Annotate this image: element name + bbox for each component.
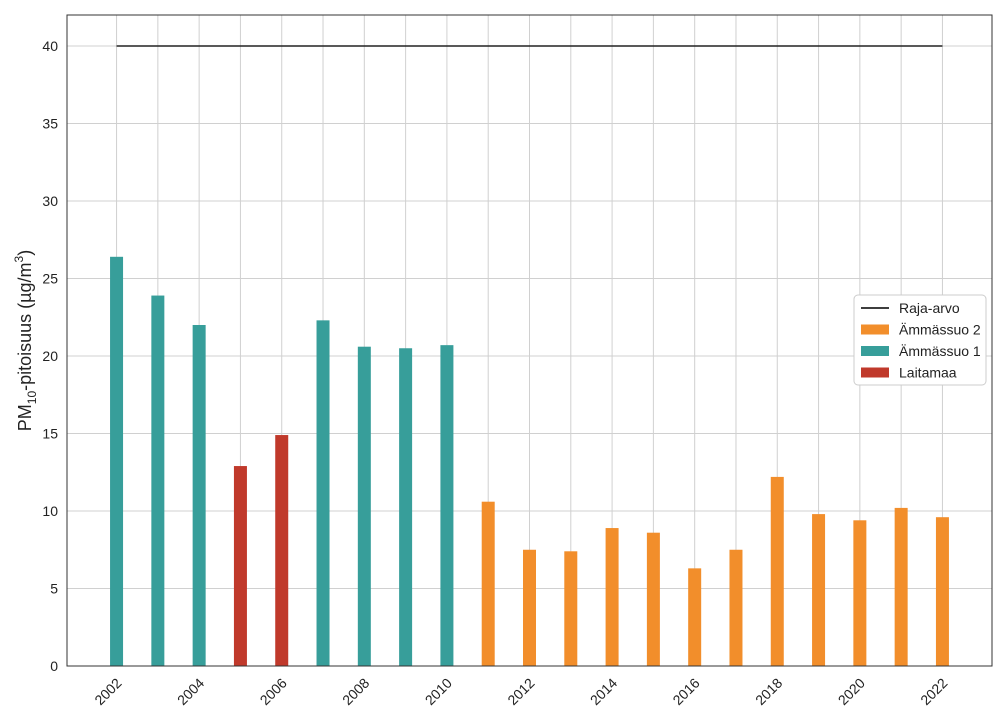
bar	[729, 549, 743, 666]
y-tick-label: 20	[42, 348, 58, 364]
y-tick-label: 0	[50, 658, 58, 674]
y-tick-label: 25	[42, 271, 58, 287]
legend-label: Ämmässuo 1	[899, 343, 981, 359]
y-axis-label-part: 3	[12, 255, 26, 262]
legend-swatch	[861, 346, 889, 356]
bar	[935, 517, 949, 666]
bar	[275, 435, 289, 666]
bar	[564, 551, 578, 666]
x-tick-label: 2022	[917, 675, 950, 708]
x-tick-label: 2002	[91, 675, 124, 708]
x-tick-label: 2016	[669, 675, 702, 708]
y-axis-label-part: PM	[15, 404, 35, 431]
bar	[523, 549, 536, 666]
y-axis-label-part: 10	[25, 391, 39, 405]
x-tick-label: 2010	[422, 675, 455, 708]
legend: Raja-arvo Ämmässuo 2 Ämmässuo 1 Laitamaa	[853, 294, 987, 386]
legend-swatch	[861, 367, 889, 378]
bar	[110, 256, 124, 666]
bar	[812, 514, 826, 666]
x-tick-label: 2012	[504, 675, 537, 708]
y-axis-label: PM10-pitoisuus (µg/m3)	[12, 250, 39, 431]
bar	[894, 507, 908, 666]
y-tick-label: 10	[42, 503, 58, 519]
y-tick-label: 15	[42, 426, 58, 442]
legend-box	[853, 294, 987, 386]
plot-frame	[66, 14, 993, 667]
y-tick-label: 40	[42, 38, 58, 54]
bar	[192, 325, 206, 666]
x-tick-label: 2004	[174, 675, 207, 708]
bar	[646, 532, 660, 666]
x-tick-label: 2008	[339, 675, 372, 708]
legend-label: Raja-arvo	[899, 300, 960, 316]
bar	[233, 466, 247, 666]
x-tick-label: 2006	[257, 675, 290, 708]
bar	[853, 520, 867, 666]
x-tick-label: 2014	[587, 675, 620, 708]
bar	[357, 346, 371, 666]
bar	[316, 320, 330, 666]
bar	[151, 295, 165, 666]
bar	[770, 476, 784, 666]
y-axis-label-part: -pitoisuus (µg/m	[15, 262, 35, 390]
y-tick-label: 30	[42, 193, 58, 209]
y-axis-label-part: )	[15, 250, 35, 256]
y-tick-label: 5	[50, 581, 58, 597]
legend-label: Laitamaa	[899, 365, 957, 381]
legend-label: Ämmässuo 2	[899, 322, 981, 338]
y-tick-label: 35	[42, 116, 58, 132]
bar	[688, 568, 702, 666]
bar	[440, 345, 454, 666]
x-tick-label: 2018	[752, 675, 785, 708]
bar	[481, 501, 495, 666]
legend-swatch	[861, 324, 889, 335]
x-tick-label: 2020	[835, 675, 868, 708]
bar	[605, 528, 619, 666]
bar	[399, 348, 413, 666]
